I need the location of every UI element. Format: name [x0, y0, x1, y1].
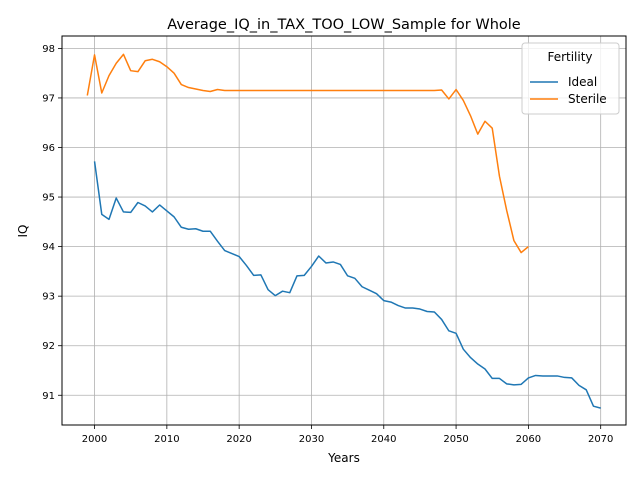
- y-axis-ticks: 91 92 93 94 95 96 97 98: [42, 44, 62, 402]
- x-tick-label: 2040: [371, 434, 396, 445]
- x-tick-label: 2000: [82, 434, 107, 445]
- x-tick-label: 2030: [299, 434, 324, 445]
- legend: Fertility Ideal Sterile: [521, 42, 620, 115]
- y-tick-label: 92: [42, 341, 55, 352]
- legend-box: [521, 42, 620, 115]
- chart-title: Average_IQ_in_TAX_TOO_LOW_Sample for Who…: [167, 17, 520, 33]
- y-tick-label: 94: [42, 242, 55, 253]
- series-line-ideal: [93, 161, 601, 409]
- series-line-sterile: [86, 53, 529, 254]
- x-tick-label: 2060: [516, 434, 541, 445]
- x-tick-label: 2020: [226, 434, 251, 445]
- x-tick-label: 2010: [154, 434, 179, 445]
- x-axis-label: Years: [327, 451, 360, 465]
- y-axis-label: IQ: [16, 225, 30, 238]
- legend-label-sterile: Sterile: [568, 92, 607, 106]
- legend-label-ideal: Ideal: [568, 75, 597, 89]
- y-tick-label: 95: [42, 193, 55, 204]
- x-tick-label: 2070: [588, 434, 613, 445]
- y-tick-label: 96: [42, 143, 55, 154]
- x-axis-ticks: 2000 2010 2020 2030 2040 2050 2060 2070: [82, 425, 613, 445]
- y-tick-label: 93: [42, 292, 55, 303]
- x-tick-label: 2050: [443, 434, 468, 445]
- y-tick-label: 97: [42, 93, 55, 104]
- legend-title: Fertility: [547, 50, 592, 64]
- plot-frame: [61, 35, 627, 426]
- y-tick-label: 91: [42, 391, 55, 402]
- y-tick-label: 98: [42, 44, 55, 55]
- series-lines: [86, 53, 601, 409]
